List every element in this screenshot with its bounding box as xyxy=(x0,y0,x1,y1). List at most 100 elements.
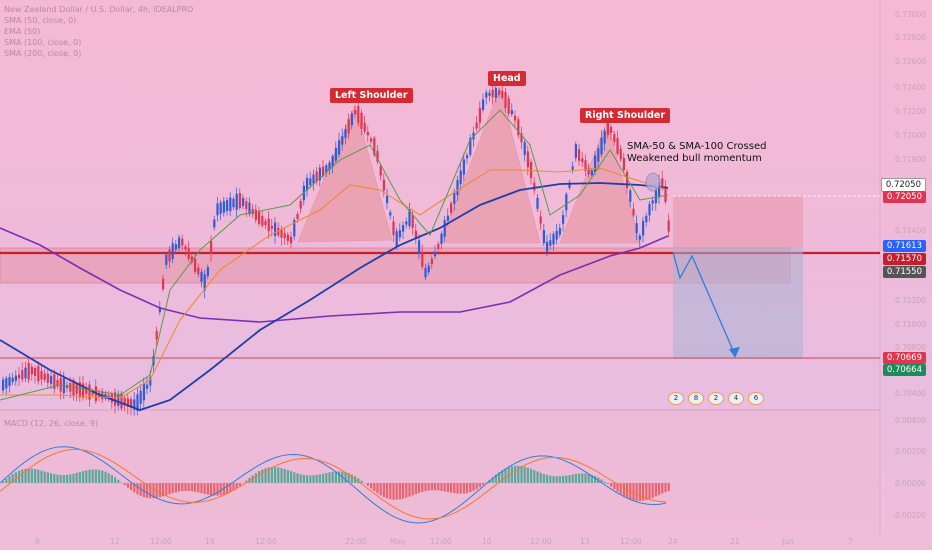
macd-histogram-bar xyxy=(392,483,395,500)
event-icon[interactable]: 6 xyxy=(748,392,764,405)
event-icon[interactable]: 8 xyxy=(688,392,704,405)
macd-histogram-bar xyxy=(66,474,69,483)
macd-histogram-bar xyxy=(114,477,117,483)
event-icon[interactable]: 4 xyxy=(728,392,744,405)
time-tick: 7 xyxy=(848,537,853,546)
candle-body xyxy=(667,220,670,232)
stop-loss-box xyxy=(673,196,803,248)
take-profit-box xyxy=(673,248,803,359)
candle-body xyxy=(517,119,520,136)
macd-histogram-bar xyxy=(446,483,449,493)
candle-body xyxy=(600,137,603,155)
candle-body xyxy=(158,307,161,313)
candle-body xyxy=(606,121,609,135)
candle-body xyxy=(488,92,491,96)
candle-body xyxy=(456,179,459,196)
candle-body xyxy=(357,106,360,123)
macd-histogram-bar xyxy=(190,483,193,492)
macd-histogram-bar xyxy=(622,483,625,497)
candle-body xyxy=(430,258,433,265)
candle-body xyxy=(149,377,152,386)
macd-histogram-bar xyxy=(555,476,558,483)
price-badge: 0.71550 xyxy=(882,266,926,278)
candle-body xyxy=(174,244,177,250)
macd-legend: MACD (12, 26, close, 9) xyxy=(4,419,99,428)
candle-body xyxy=(523,142,526,156)
candle-body xyxy=(274,222,277,237)
macd-histogram-bar xyxy=(411,483,414,496)
legend-sma50: SMA (50, close, 0) xyxy=(4,16,77,25)
candle-body xyxy=(322,166,325,177)
macd-histogram-bar xyxy=(238,483,241,486)
macd-histogram-bar xyxy=(174,483,177,493)
macd-histogram-bar xyxy=(178,483,181,492)
macd-histogram-bar xyxy=(30,468,33,483)
candle-body xyxy=(424,268,427,278)
price-badge: 0.71570 xyxy=(882,253,926,265)
event-icon[interactable]: 2 xyxy=(668,392,684,405)
macd-histogram-bar xyxy=(280,468,283,483)
macd-histogram-bar xyxy=(296,473,299,483)
candle-body xyxy=(197,267,200,275)
macd-histogram-bar xyxy=(533,470,536,483)
candle-body xyxy=(370,138,373,142)
macd-histogram-bar xyxy=(434,483,437,491)
candle-body xyxy=(587,167,590,175)
candle-body xyxy=(344,128,347,138)
macd-histogram-bar xyxy=(34,469,37,483)
event-icon[interactable]: 2 xyxy=(708,392,724,405)
macd-histogram-bar xyxy=(290,471,293,483)
macd-histogram-bar xyxy=(370,483,373,489)
time-tick: 19 xyxy=(205,537,215,546)
macd-histogram-bar xyxy=(338,471,341,483)
projection-path xyxy=(672,251,736,356)
candle-body xyxy=(462,159,465,175)
candle-body xyxy=(123,398,126,406)
macd-histogram-bar xyxy=(498,472,501,483)
candle-body xyxy=(494,87,497,99)
macd-histogram-bar xyxy=(146,483,149,498)
macd-histogram-bar xyxy=(94,469,97,483)
candle-body xyxy=(645,215,648,223)
candle-body xyxy=(658,181,661,198)
candle-body xyxy=(30,366,33,375)
candle-body xyxy=(552,233,555,245)
macd-histogram-bar xyxy=(459,483,462,494)
economic-events[interactable]: 2 8 2 4 6 xyxy=(668,392,764,405)
candle-body xyxy=(610,126,613,134)
candle-body xyxy=(82,383,85,398)
macd-histogram-bar xyxy=(315,474,318,483)
candle-body xyxy=(235,193,238,210)
macd-histogram-bar xyxy=(469,483,472,493)
candle-body xyxy=(402,225,405,232)
macd-histogram-bar xyxy=(27,468,30,483)
candle-body xyxy=(443,220,446,237)
macd-histogram-bar xyxy=(181,483,184,492)
candle-body xyxy=(146,384,149,389)
candle-body xyxy=(581,158,584,163)
annotation-line-1: SMA-50 & SMA-100 Crossed xyxy=(627,141,767,152)
candle-body xyxy=(242,198,245,206)
macd-histogram-bar xyxy=(520,466,523,483)
candle-body xyxy=(347,119,350,134)
macd-histogram-bar xyxy=(536,471,539,483)
candle-body xyxy=(491,90,494,98)
macd-histogram-bar xyxy=(171,483,174,494)
candle-body xyxy=(411,214,414,228)
macd-histogram-bar xyxy=(152,483,155,499)
macd-histogram-bar xyxy=(293,472,296,483)
candle-body xyxy=(341,136,344,145)
legend-sma100: SMA (100, close, 0) xyxy=(4,38,82,47)
projection-arrowhead xyxy=(729,347,740,358)
candle-body xyxy=(85,388,88,394)
candle-body xyxy=(11,377,14,382)
candle-body xyxy=(318,167,321,181)
macd-histogram-bar xyxy=(168,483,171,495)
macd-histogram-bar xyxy=(568,474,571,483)
candle-body xyxy=(245,201,248,210)
candle-body xyxy=(555,230,558,240)
macd-histogram-bar xyxy=(590,474,593,483)
candle-body xyxy=(363,122,366,132)
